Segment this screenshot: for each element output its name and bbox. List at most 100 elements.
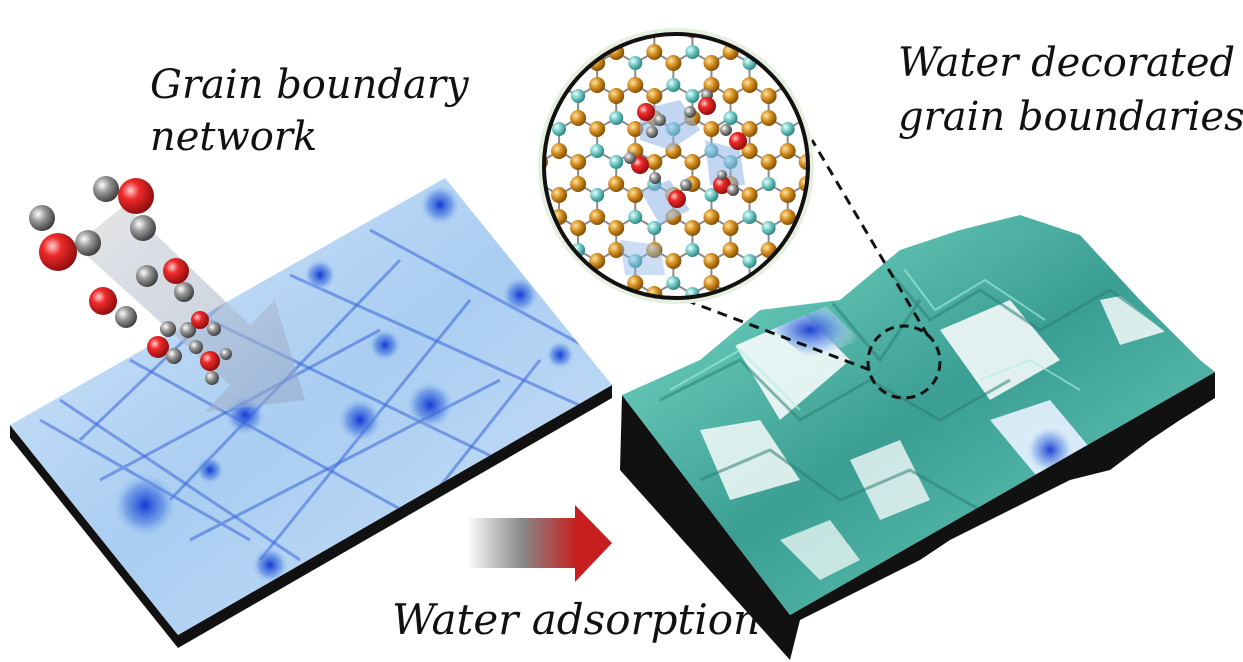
- gold-atom: [513, 473, 529, 489]
- gold-atom: [589, 121, 605, 137]
- gold-atom: [570, 154, 586, 170]
- gold-atom: [761, 110, 777, 126]
- gold-atom: [780, 0, 796, 5]
- gold-atom: [818, 11, 834, 27]
- teal-atom: [819, 188, 833, 202]
- gold-atom: [513, 143, 529, 159]
- gold-atom: [646, 88, 662, 104]
- gold-atom: [627, 0, 643, 5]
- teal-atom: [571, 287, 585, 301]
- teal-atom: [514, 254, 528, 268]
- gold-atom: [513, 121, 529, 137]
- teal-atom: [495, 111, 509, 125]
- gold-atom: [894, 143, 910, 159]
- gold-atom: [837, 44, 853, 60]
- gold-atom: [703, 209, 719, 225]
- teal-atom: [743, 12, 757, 26]
- teal-atom: [533, 221, 547, 235]
- gold-atom: [780, 143, 796, 159]
- gold-atom: [761, 286, 777, 302]
- teal-atom: [552, 276, 566, 290]
- gold-atom: [570, 308, 586, 324]
- teal-atom: [533, 23, 547, 37]
- gold-atom: [742, 0, 758, 5]
- gold-atom: [589, 209, 605, 225]
- teal-atom: [876, 221, 890, 235]
- gold-atom: [532, 484, 548, 500]
- gold-atom: [703, 275, 719, 291]
- gold-atom: [856, 143, 872, 159]
- gold-atom: [608, 484, 624, 500]
- gold-atom: [532, 44, 548, 60]
- teal-atom: [552, 122, 566, 136]
- gold-atom: [665, 55, 681, 71]
- teal-atom: [857, 56, 871, 70]
- gold-atom: [780, 253, 796, 269]
- gold-atom: [646, 44, 662, 60]
- gold-atom: [837, 242, 853, 258]
- teal-atom: [666, 320, 680, 334]
- teal-atom: [724, 111, 738, 125]
- gold-atom: [761, 88, 777, 104]
- gold-atom: [608, 88, 624, 104]
- gold-atom: [608, 22, 624, 38]
- gold-atom: [703, 121, 719, 137]
- teal-atom: [609, 507, 623, 521]
- gold-atom: [684, 308, 700, 324]
- gold-atom: [589, 11, 605, 27]
- gold-atom: [494, 484, 510, 500]
- gold-atom: [570, 110, 586, 126]
- gold-atom: [818, 77, 834, 93]
- gold-atom: [723, 22, 739, 38]
- gold-atom: [665, 253, 681, 269]
- teal-atom: [876, 177, 890, 191]
- gold-atom: [723, 242, 739, 258]
- gold-atom: [856, 77, 872, 93]
- teal-atom: [704, 0, 718, 4]
- bottom-caption: Water adsorption: [392, 595, 760, 645]
- gold-atom: [513, 187, 529, 203]
- teal-atom: [781, 122, 795, 136]
- gold-atom: [551, 143, 567, 159]
- teal-atom: [800, 287, 814, 301]
- gold-atom: [646, 154, 662, 170]
- gold-atom: [703, 11, 719, 27]
- gold-atom: [856, 187, 872, 203]
- gold-atom: [875, 242, 891, 258]
- gold-atom: [627, 319, 643, 335]
- teal-atom: [628, 12, 642, 26]
- gold-atom: [551, 187, 567, 203]
- gold-atom: [703, 253, 719, 269]
- gold-atom: [684, 220, 700, 236]
- teal-atom: [743, 210, 757, 224]
- teal-atom: [590, 144, 604, 158]
- gold-atom: [780, 187, 796, 203]
- gold-atom: [494, 220, 510, 236]
- teal-atom: [609, 111, 623, 125]
- teal-atom: [590, 0, 604, 4]
- gold-atom: [551, 55, 567, 71]
- gold-atom: [894, 187, 910, 203]
- teal-atom: [571, 45, 585, 59]
- gold-atom: [627, 187, 643, 203]
- teal-atom: [838, 155, 852, 169]
- water-molecule-icon: [29, 205, 101, 271]
- gold-atom: [818, 55, 834, 71]
- gold-atom: [742, 77, 758, 93]
- teal-atom: [628, 210, 642, 224]
- gold-atom: [894, 11, 910, 27]
- gold-atom: [608, 220, 624, 236]
- teal-atom: [743, 254, 757, 268]
- gold-atom: [780, 55, 796, 71]
- gold-atom: [818, 209, 834, 225]
- teal-atom: [514, 210, 528, 224]
- teal-atom: [800, 243, 814, 257]
- gold-atom: [894, 0, 910, 5]
- gold-atom: [551, 11, 567, 27]
- gold-atom: [570, 22, 586, 38]
- gold-atom: [684, 154, 700, 170]
- gold-atom: [875, 110, 891, 126]
- gold-atom: [818, 275, 834, 291]
- teal-atom: [609, 353, 623, 367]
- gold-atom: [742, 187, 758, 203]
